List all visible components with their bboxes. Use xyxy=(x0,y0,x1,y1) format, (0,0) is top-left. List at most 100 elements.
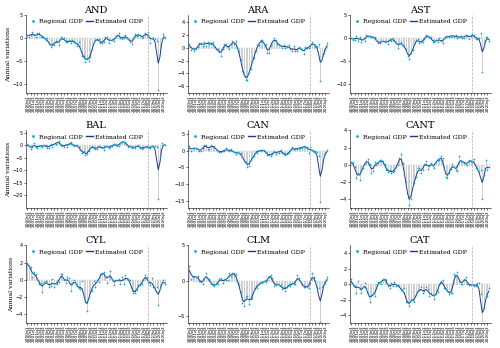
Point xyxy=(45,284,53,290)
Point xyxy=(312,278,320,284)
Point xyxy=(254,42,262,48)
Point xyxy=(206,277,214,282)
Point xyxy=(379,276,387,282)
Point xyxy=(202,43,210,49)
Point xyxy=(474,36,482,42)
Point xyxy=(138,35,145,41)
Point xyxy=(86,145,94,151)
Point xyxy=(445,170,453,175)
Point xyxy=(225,270,233,276)
Legend: Regional GDP, Estimated GDP: Regional GDP, Estimated GDP xyxy=(191,18,306,25)
Point xyxy=(156,286,164,291)
Point xyxy=(302,144,310,149)
Point xyxy=(400,43,408,49)
Point xyxy=(352,175,360,181)
Point xyxy=(128,145,136,151)
Point xyxy=(483,167,491,173)
Point xyxy=(144,145,152,151)
Point xyxy=(432,37,440,43)
Point xyxy=(230,149,238,155)
Point xyxy=(194,147,202,152)
Point xyxy=(252,283,260,289)
Title: CANT: CANT xyxy=(406,121,435,129)
Point xyxy=(354,38,362,44)
Point xyxy=(270,148,278,154)
Point xyxy=(96,40,104,46)
Point xyxy=(246,296,254,302)
Point xyxy=(408,47,416,53)
Point xyxy=(442,34,450,39)
Point xyxy=(414,165,422,171)
Point xyxy=(146,283,154,288)
Point xyxy=(282,288,290,294)
Point xyxy=(265,50,273,56)
Point xyxy=(434,39,442,45)
Point xyxy=(78,53,86,59)
Point xyxy=(448,290,456,296)
Point xyxy=(210,143,218,149)
Point xyxy=(161,282,169,287)
Point xyxy=(234,149,241,155)
Point xyxy=(310,41,318,47)
Point xyxy=(154,87,162,93)
Point xyxy=(27,33,35,38)
Point xyxy=(70,277,78,283)
Point xyxy=(232,271,240,277)
Point xyxy=(366,33,374,39)
Point xyxy=(106,37,114,42)
Point xyxy=(392,164,400,170)
Point xyxy=(150,143,158,149)
Point xyxy=(206,146,214,151)
Point xyxy=(376,40,384,46)
Point xyxy=(262,41,270,46)
Point xyxy=(258,147,266,152)
Point xyxy=(472,283,480,288)
Point xyxy=(217,275,225,280)
Point xyxy=(278,286,286,292)
Point xyxy=(485,285,493,291)
Point xyxy=(126,39,134,45)
Point xyxy=(56,34,64,40)
Point xyxy=(362,32,370,38)
Point xyxy=(200,275,208,280)
Point xyxy=(159,143,167,148)
Point xyxy=(108,143,116,148)
Point xyxy=(407,296,415,302)
Point xyxy=(420,37,428,42)
Y-axis label: Annual variations: Annual variations xyxy=(6,142,10,197)
Point xyxy=(280,42,288,48)
Point xyxy=(72,143,80,148)
Point xyxy=(227,147,235,152)
Point xyxy=(445,34,453,40)
Point xyxy=(394,45,402,50)
Point xyxy=(218,149,226,154)
Point xyxy=(465,36,473,42)
Point xyxy=(424,166,432,172)
Point xyxy=(30,270,38,275)
Point xyxy=(294,44,302,50)
Point xyxy=(120,35,128,40)
Point xyxy=(296,45,304,50)
Point xyxy=(348,160,356,165)
Point xyxy=(278,45,286,50)
Point xyxy=(360,160,368,166)
Point xyxy=(189,45,197,51)
Point xyxy=(258,37,266,43)
Point xyxy=(124,277,132,282)
Point xyxy=(470,32,478,38)
Point xyxy=(298,145,306,151)
Point xyxy=(464,32,471,38)
Title: CLM: CLM xyxy=(246,236,270,245)
Point xyxy=(412,292,420,298)
Point xyxy=(417,171,425,176)
Point xyxy=(266,153,274,159)
Point xyxy=(222,277,230,283)
Point xyxy=(58,143,66,149)
Point xyxy=(134,31,142,37)
Point xyxy=(102,273,110,279)
Point xyxy=(83,308,91,314)
Point xyxy=(293,272,301,278)
Point xyxy=(434,289,442,295)
Point xyxy=(384,41,392,46)
Point xyxy=(138,282,145,287)
